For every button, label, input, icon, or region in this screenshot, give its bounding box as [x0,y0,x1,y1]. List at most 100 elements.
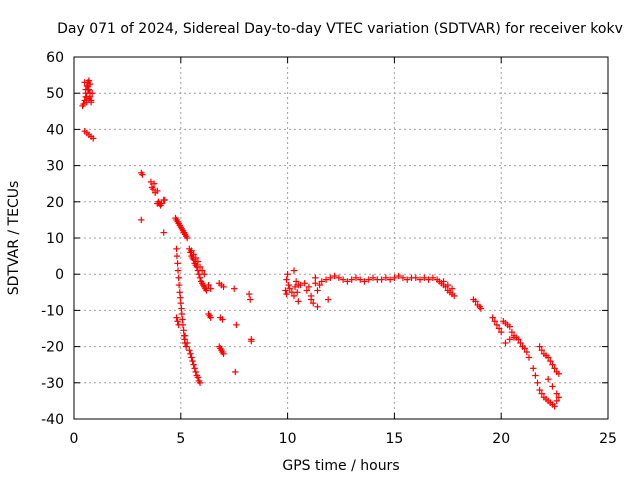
data-point [283,276,290,283]
data-point [314,303,321,310]
data-point [301,280,308,287]
data-point [192,254,199,262]
data-point [312,274,319,282]
x-axis-tick-labels: 0 5 10 15 20 25 [70,431,617,447]
data-point [538,347,545,354]
data-point [207,314,214,321]
data-point [83,99,91,106]
data-point [177,299,184,307]
data-point [404,276,411,283]
data-point [181,332,189,339]
data-point [382,274,390,282]
data-point [331,272,338,280]
data-point [245,290,253,298]
data-point [182,343,190,350]
data-point [205,281,212,289]
data-point [395,272,402,280]
data-point [232,368,239,376]
data-point [547,357,554,365]
data-point [551,403,558,410]
axis-ticks [73,56,609,420]
data-point [81,79,88,86]
data-point [231,285,238,292]
data-point [510,334,518,341]
data-point [378,276,385,283]
data-point [369,274,377,282]
data-point [532,372,539,379]
data-point [248,336,255,343]
data-point [201,271,208,278]
data-point [292,278,300,285]
data-point [429,274,437,282]
data-point [184,234,191,242]
data-point [139,171,146,178]
data-point [85,95,93,102]
data-point [295,298,302,305]
data-point [184,339,191,347]
data-point [186,347,193,354]
data-point [174,260,181,267]
data-point [195,271,203,278]
data-point [207,285,214,292]
data-point [440,278,447,285]
x-tick-label: 0 [70,431,79,447]
data-point [544,354,552,361]
data-point [154,187,161,195]
data-point [82,93,89,101]
data-point [189,357,196,365]
y-tick-label: 60 [46,50,64,66]
data-point [517,339,524,347]
data-point [175,274,182,282]
data-point [173,245,180,253]
data-point [138,216,145,224]
data-point [285,281,292,289]
data-point [283,290,290,298]
data-point [451,292,458,300]
data-point [219,316,226,323]
data-point [357,276,364,283]
data-point [288,289,296,296]
data-point [187,350,194,358]
data-point [348,276,355,283]
data-point [399,274,407,282]
data-point [525,354,533,361]
data-point [282,287,289,294]
data-point [318,278,325,285]
data-point [247,296,254,303]
data-point [174,318,181,325]
data-point [147,178,155,186]
y-axis-label: SDTVAR / TECUs [6,181,22,296]
data-point [192,368,199,376]
x-tick-label: 20 [492,431,510,447]
data-point [196,379,204,386]
data-point [327,274,334,282]
data-point [198,267,206,274]
data-point [324,296,332,303]
data-point [154,200,161,207]
data-point [495,325,503,332]
data-point [553,390,560,397]
data-point [339,276,347,283]
data-point [176,289,183,296]
data-point [416,276,424,283]
data-point [84,86,92,93]
y-tick-label: -30 [41,376,64,392]
data-point [555,394,563,401]
data-point [233,321,240,329]
data-point [194,374,202,381]
data-point [284,271,291,278]
data-point [196,274,204,282]
data-point [534,379,541,386]
data-point [161,196,168,204]
x-axis-label: GPS time / hours [282,458,399,474]
data-point [491,318,498,325]
data-point [191,365,198,372]
data-point [551,365,558,372]
data-point [515,336,522,343]
y-tick-label: 0 [55,267,64,283]
data-point [90,135,97,142]
data-point [190,361,197,368]
data-point [555,370,563,377]
data-point [177,294,184,301]
